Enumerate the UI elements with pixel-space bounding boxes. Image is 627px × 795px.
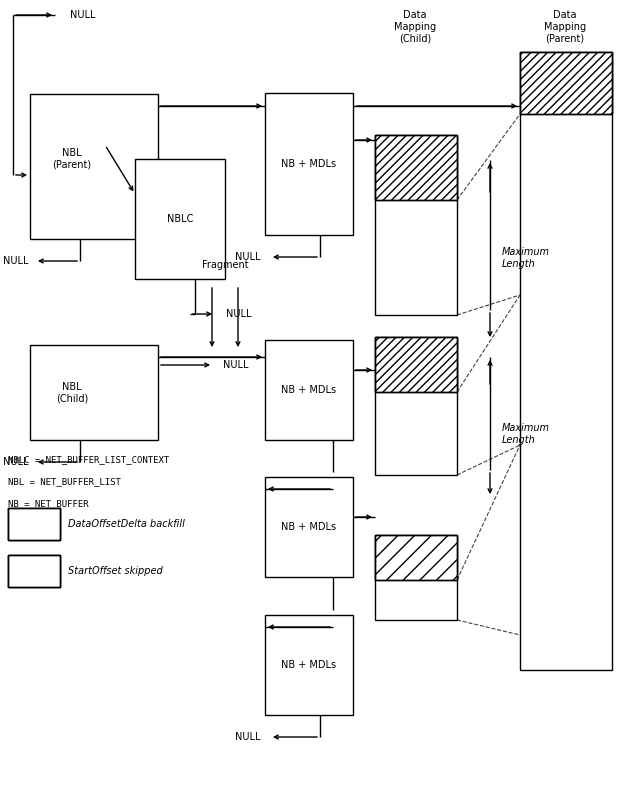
Text: NULL: NULL [3, 457, 28, 467]
Text: NBLC = NET_BUFFER_LIST_CONTEXT: NBLC = NET_BUFFER_LIST_CONTEXT [8, 456, 169, 464]
Text: NULL: NULL [223, 360, 248, 370]
Text: Data
Mapping
(Child): Data Mapping (Child) [394, 10, 436, 44]
Text: NB + MDLs: NB + MDLs [282, 385, 337, 395]
Bar [135, 159, 225, 279]
Bar [375, 135, 457, 200]
Text: Fragment: Fragment [202, 260, 248, 270]
Bar [520, 52, 612, 114]
Bar [8, 508, 60, 540]
Bar [30, 94, 158, 239]
Bar [265, 477, 353, 577]
Text: NBL
(Parent): NBL (Parent) [53, 148, 92, 170]
Bar [8, 508, 60, 540]
Bar [375, 535, 457, 580]
Text: NULL: NULL [3, 256, 28, 266]
Bar [8, 508, 60, 540]
Bar [30, 345, 158, 440]
Text: NULL: NULL [226, 309, 251, 319]
Bar [8, 555, 60, 587]
Text: Maximum
Length: Maximum Length [502, 423, 550, 444]
Text: NB + MDLs: NB + MDLs [282, 159, 337, 169]
Text: StartOffset skipped: StartOffset skipped [68, 566, 163, 576]
Bar [8, 555, 60, 587]
Bar [375, 135, 457, 315]
Bar [265, 93, 353, 235]
Text: NBLC: NBLC [167, 214, 193, 224]
Bar [375, 535, 457, 620]
Bar [520, 52, 612, 114]
Bar [375, 135, 457, 200]
Text: NB + MDLs: NB + MDLs [282, 660, 337, 670]
Text: Data
Mapping
(Parent): Data Mapping (Parent) [544, 10, 586, 44]
Bar [375, 337, 457, 475]
Bar [265, 615, 353, 715]
Text: NULL: NULL [70, 10, 95, 20]
Text: NB = NET_BUFFER: NB = NET_BUFFER [8, 499, 88, 509]
Text: NBL = NET_BUFFER_LIST: NBL = NET_BUFFER_LIST [8, 478, 121, 487]
Text: DataOffsetDelta backfill: DataOffsetDelta backfill [68, 519, 185, 529]
Text: NB + MDLs: NB + MDLs [282, 522, 337, 532]
Bar [375, 337, 457, 392]
Bar [375, 337, 457, 392]
Bar [520, 52, 612, 670]
Text: Maximum
Length: Maximum Length [502, 247, 550, 269]
Text: NULL: NULL [234, 732, 260, 742]
Text: NBL
(Child): NBL (Child) [56, 382, 88, 404]
Bar [265, 340, 353, 440]
Bar [8, 555, 60, 587]
Text: NULL: NULL [234, 252, 260, 262]
Bar [375, 535, 457, 580]
